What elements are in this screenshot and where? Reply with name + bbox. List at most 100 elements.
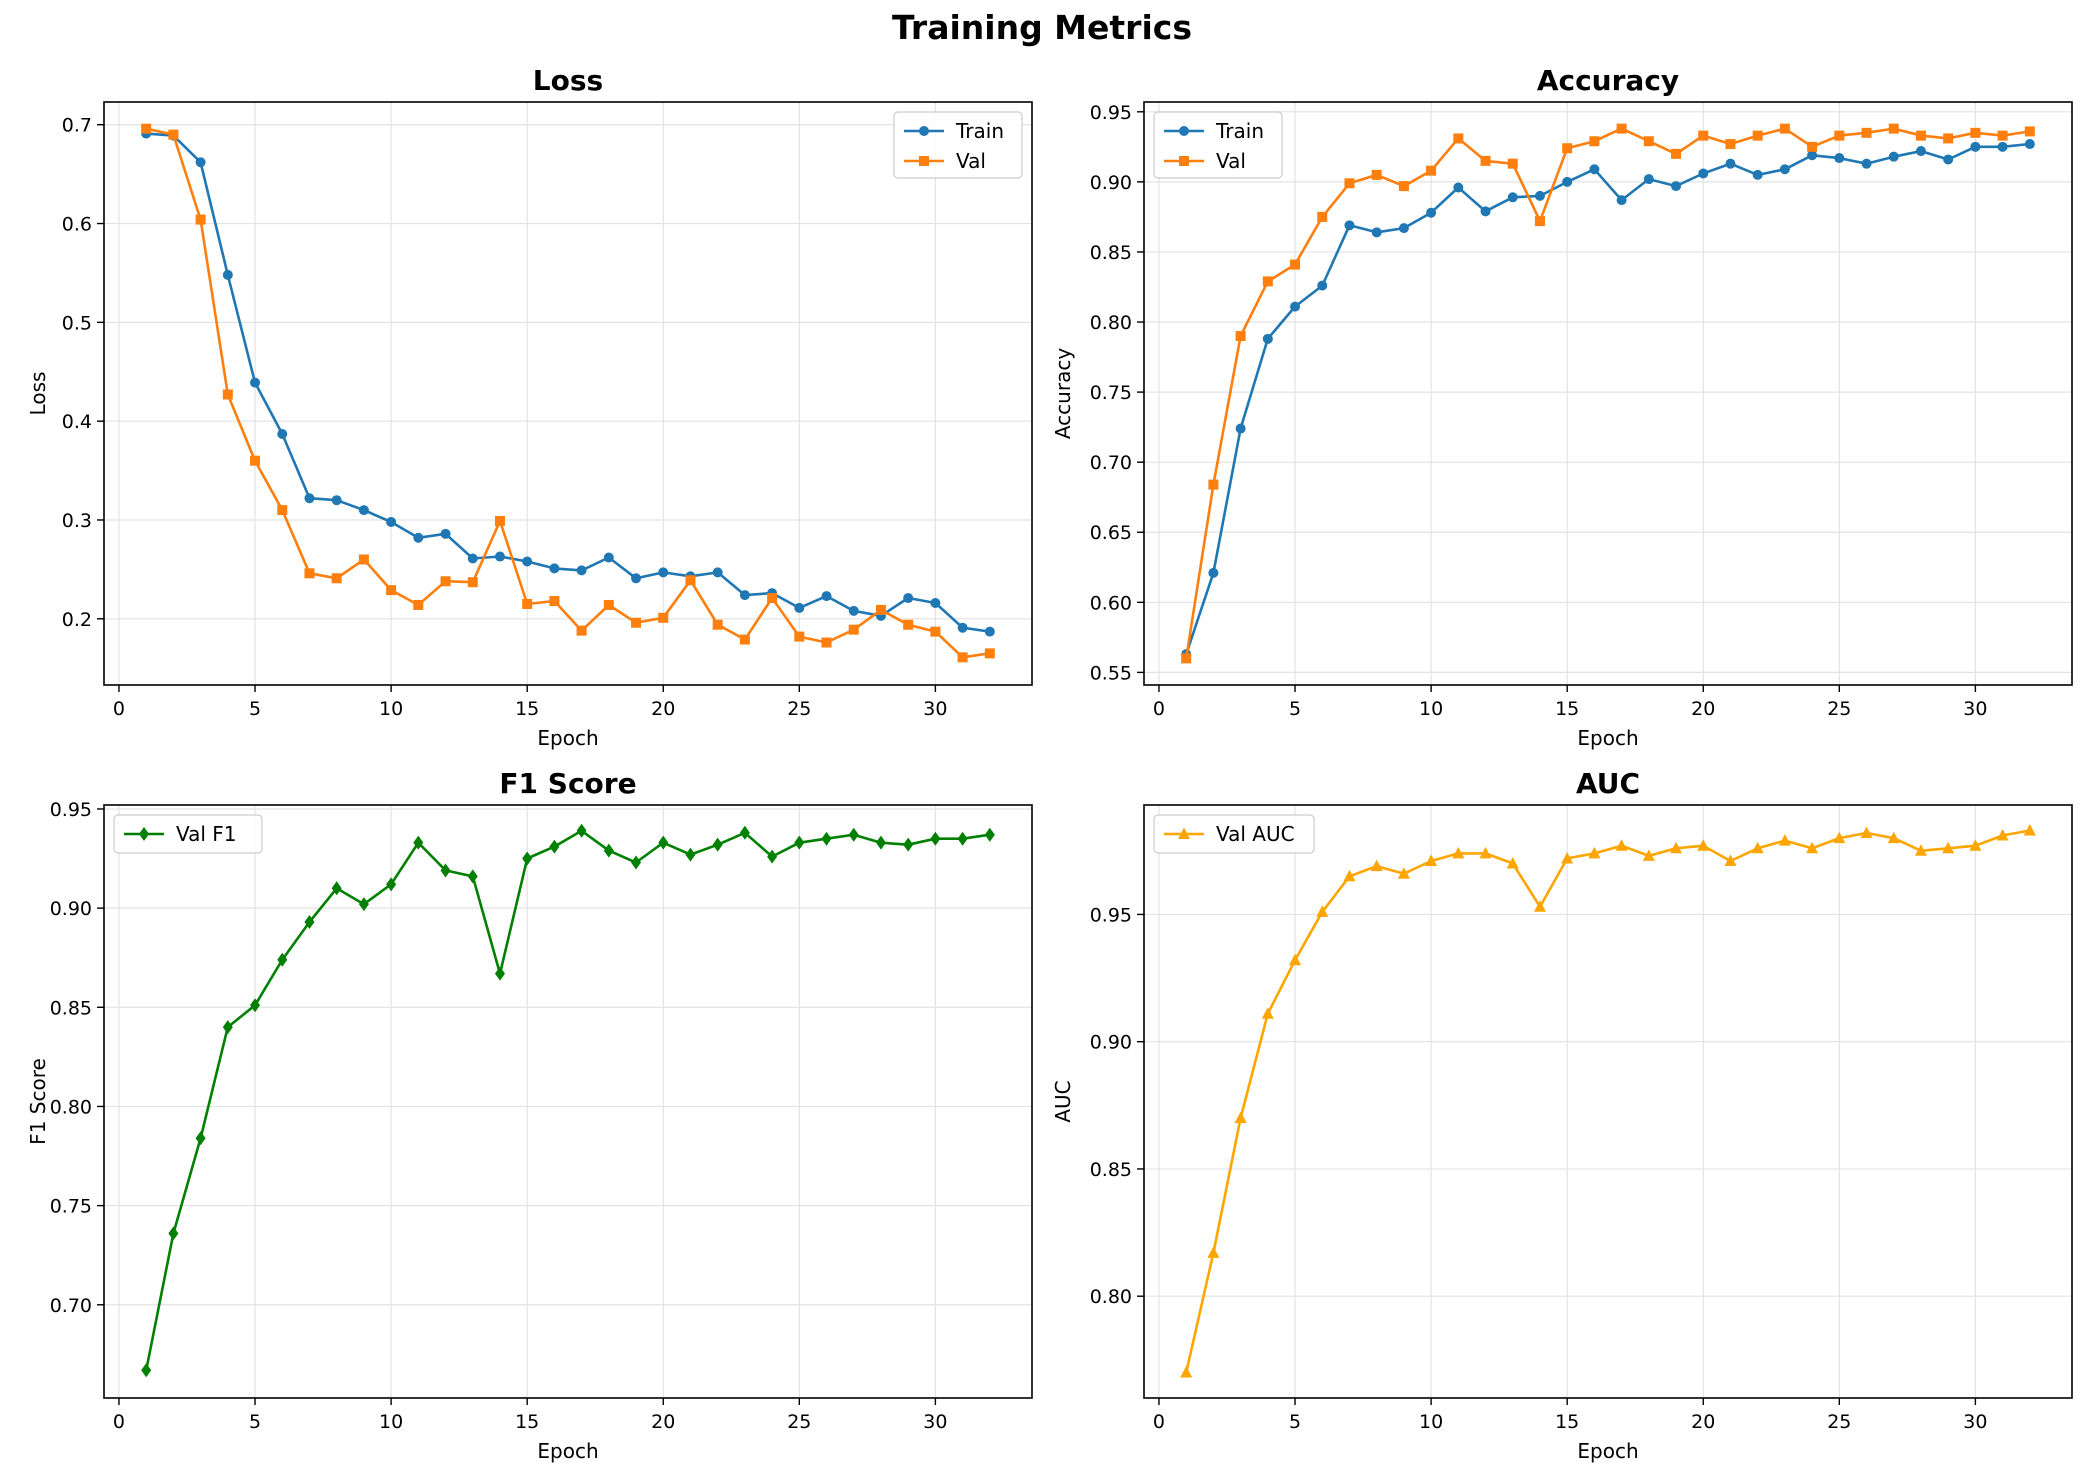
data-point	[1969, 839, 1982, 851]
data-point	[522, 598, 533, 609]
data-point	[1589, 164, 1600, 175]
data-point	[1643, 174, 1654, 185]
data-point	[494, 966, 505, 981]
x-tick-label: 20	[651, 1411, 675, 1433]
data-point	[930, 626, 941, 637]
data-point	[250, 455, 261, 466]
x-axis-label: Epoch	[1577, 1439, 1638, 1463]
data-point	[794, 631, 805, 642]
data-point	[848, 605, 859, 616]
data-point	[1943, 154, 1954, 165]
data-point	[277, 952, 288, 967]
series-line	[1184, 142, 2030, 655]
x-tick-label: 30	[1963, 1411, 1987, 1433]
x-tick-label: 25	[787, 698, 811, 720]
data-point	[1344, 178, 1355, 189]
data-point	[1289, 953, 1302, 966]
data-point	[358, 505, 369, 516]
data-point	[1453, 133, 1464, 144]
data-point	[576, 823, 587, 838]
data-point	[576, 565, 587, 576]
data-point	[413, 599, 424, 610]
data-point	[1833, 831, 1846, 844]
legend-entry: Val F1	[124, 822, 237, 846]
data-point	[250, 998, 261, 1013]
data-point	[739, 590, 750, 601]
data-point	[1370, 859, 1383, 872]
f1-score-axes-frame	[103, 804, 1033, 1399]
data-point	[1208, 479, 1219, 490]
legend-box	[1153, 814, 1315, 854]
data-point	[1589, 136, 1600, 147]
data-point	[821, 637, 832, 648]
y-tick-label: 0.60	[1090, 592, 1132, 614]
data-point	[2024, 126, 2035, 137]
data-point	[1262, 276, 1273, 287]
series-line	[1184, 829, 2031, 1373]
data-point	[1234, 1111, 1247, 1124]
y-axis-label: Accuracy	[1051, 348, 1075, 439]
series-line	[146, 132, 990, 633]
legend-marker	[139, 827, 149, 841]
data-point	[195, 1131, 206, 1146]
data-point	[1317, 211, 1328, 222]
x-tick-label: 20	[651, 698, 675, 720]
data-point	[848, 624, 859, 635]
data-point	[1317, 280, 1328, 291]
data-point	[875, 604, 886, 615]
data-point	[168, 1226, 179, 1241]
y-tick-label: 0.95	[50, 799, 92, 821]
x-tick-label: 0	[113, 1411, 125, 1433]
loss-legend: Train Val	[893, 111, 1023, 179]
data-point	[2023, 823, 2036, 836]
data-point	[522, 851, 533, 866]
data-point	[1290, 301, 1301, 312]
data-point	[331, 881, 342, 896]
data-point	[1807, 141, 1818, 152]
f1-score-title: F1 Score	[499, 767, 636, 800]
data-point	[1208, 567, 1219, 578]
accuracy-panel: 0 5 10 15 20 25 30 0.55 0.60 0.65 0.70 0.75 0.80 0.85…	[1051, 64, 2073, 750]
data-point	[1725, 139, 1736, 150]
y-tick-label: 0.80	[1090, 1286, 1132, 1308]
accuracy-series-train	[1181, 139, 2035, 660]
auc-panel: 0 5 10 15 20 25 30 0.80 0.85 0.90 0.95 AUC Epoch AUC V…	[1051, 767, 2073, 1463]
data-point	[386, 877, 397, 892]
data-point	[767, 849, 778, 864]
data-point	[494, 515, 505, 526]
data-point	[1806, 841, 1819, 854]
legend-box	[113, 814, 263, 854]
legend-label: Val	[1216, 149, 1246, 173]
data-point	[631, 573, 642, 584]
data-point	[1534, 216, 1545, 227]
data-point	[1207, 1246, 1220, 1258]
x-tick-label: 10	[1419, 1411, 1443, 1433]
data-point	[1371, 227, 1382, 238]
loss-panel: 0 5 10 15 20 25 30 0.2 0.3 0.4 0.5 0.6 0.7 Loss Epoch L…	[26, 64, 1033, 750]
f1-score-legend: Val F1	[113, 814, 263, 854]
legend-label: Val	[956, 149, 986, 173]
data-point	[440, 863, 451, 878]
data-point	[413, 835, 424, 850]
series-line	[145, 127, 990, 659]
y-tick-label: 0.90	[1090, 1032, 1132, 1054]
data-point	[1480, 155, 1491, 166]
data-point	[304, 915, 315, 930]
data-point	[1425, 854, 1438, 866]
loss-axes-frame	[103, 101, 1033, 686]
x-tick-label: 15	[515, 1411, 539, 1433]
data-point	[522, 556, 533, 567]
data-point	[603, 599, 614, 610]
data-point	[331, 495, 342, 506]
f1-score-panel: 0 5 10 15 20 25 30 0.70 0.75 0.80 0.85 0.90 0.95 F1 S…	[26, 767, 1033, 1463]
data-point	[1861, 158, 1872, 169]
data-point	[712, 567, 723, 578]
data-point	[277, 505, 288, 516]
data-point	[1915, 146, 1926, 157]
data-point	[930, 597, 941, 608]
data-point	[1480, 206, 1491, 217]
data-point	[304, 568, 315, 579]
x-axis-label: Epoch	[537, 1439, 598, 1463]
data-point	[1235, 423, 1246, 434]
